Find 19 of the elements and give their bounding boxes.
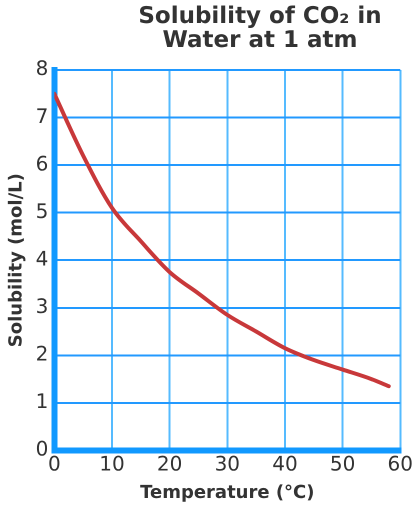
x-tick-label: 10 xyxy=(99,452,125,476)
x-tick-label: 60 xyxy=(388,452,413,476)
x-tick-label: 30 xyxy=(214,452,240,476)
y-tick-label: 1 xyxy=(36,389,48,414)
line-series xyxy=(54,92,391,388)
x-axis-title: Temperature (°C) xyxy=(140,482,315,503)
y-tick-label: 2 xyxy=(36,342,48,366)
x-tick-label: 40 xyxy=(272,452,298,476)
y-tick-label: 6 xyxy=(36,151,48,176)
y-axis-title: Solubility (mol/L) xyxy=(5,173,26,348)
x-tick-label: 20 xyxy=(156,452,182,476)
chart-title: Solubility of CO₂ in Water at 1 atm xyxy=(137,3,383,53)
x-tick-label: 50 xyxy=(330,452,356,476)
y-tick-label: 5 xyxy=(36,198,48,223)
y-tick-label: 0 xyxy=(36,436,48,461)
y-tick-label: 4 xyxy=(36,246,48,270)
y-tick-label: 8 xyxy=(36,56,48,80)
y-tick-label: 3 xyxy=(36,294,48,318)
y-tick-label: 7 xyxy=(36,104,48,128)
